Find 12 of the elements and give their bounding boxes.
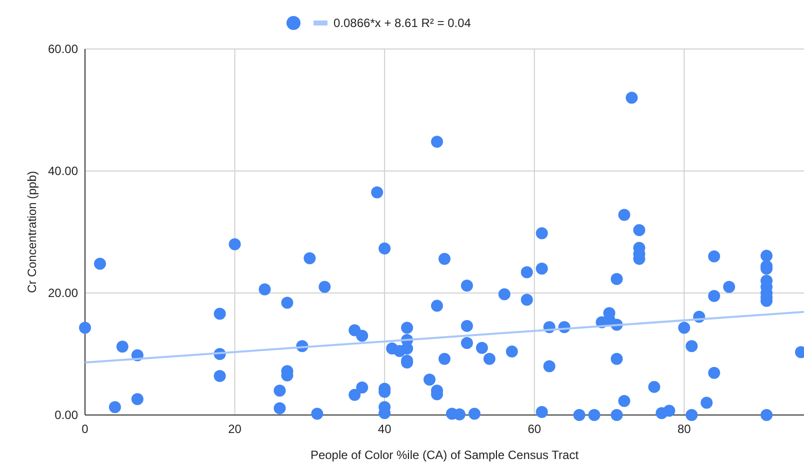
x-tick-label: 80 bbox=[677, 422, 692, 436]
y-tick-label: 0.00 bbox=[54, 408, 78, 422]
y-tick-label: 40.00 bbox=[48, 164, 78, 178]
legend-label: 0.0866*x + 8.61 R² = 0.04 bbox=[334, 16, 472, 30]
x-tick-label: 60 bbox=[528, 422, 542, 436]
y-tick-label: 20.00 bbox=[48, 286, 78, 300]
y-tick-label: 60.00 bbox=[48, 42, 78, 56]
x-tick-label: 0 bbox=[82, 422, 89, 436]
y-axis-title: Cr Concentration (ppb) bbox=[25, 170, 39, 294]
x-tick-label: 20 bbox=[228, 422, 242, 436]
x-axis-title: People of Color %ile (CA) of Sample Census Tract bbox=[310, 448, 580, 462]
x-tick-label: 40 bbox=[378, 422, 392, 436]
